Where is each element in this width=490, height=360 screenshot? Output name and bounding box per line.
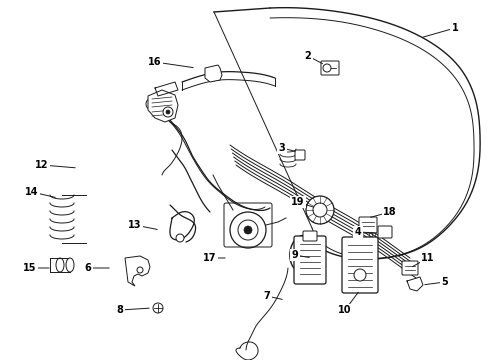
Text: 15: 15 <box>23 263 37 273</box>
Circle shape <box>323 64 331 72</box>
Circle shape <box>306 196 334 224</box>
FancyBboxPatch shape <box>303 231 317 241</box>
Ellipse shape <box>56 258 64 272</box>
Text: 13: 13 <box>128 220 142 230</box>
Circle shape <box>230 212 266 248</box>
Text: 4: 4 <box>355 227 362 237</box>
Text: 3: 3 <box>279 143 285 153</box>
Text: 9: 9 <box>292 250 298 260</box>
Text: 17: 17 <box>203 253 217 263</box>
Circle shape <box>137 267 143 273</box>
Text: 11: 11 <box>421 253 435 263</box>
Text: 2: 2 <box>305 51 311 61</box>
Text: 10: 10 <box>338 305 352 315</box>
Polygon shape <box>125 256 150 286</box>
Circle shape <box>166 110 170 114</box>
Circle shape <box>238 220 258 240</box>
FancyBboxPatch shape <box>359 217 377 233</box>
Circle shape <box>354 269 366 281</box>
Text: 8: 8 <box>117 305 123 315</box>
Circle shape <box>244 226 252 234</box>
Circle shape <box>153 303 163 313</box>
Text: 14: 14 <box>25 187 39 197</box>
Ellipse shape <box>66 258 74 272</box>
FancyBboxPatch shape <box>342 237 378 293</box>
Text: 19: 19 <box>291 197 305 207</box>
FancyBboxPatch shape <box>295 150 305 160</box>
FancyBboxPatch shape <box>321 61 339 75</box>
Circle shape <box>146 98 158 110</box>
Text: 5: 5 <box>441 277 448 287</box>
Text: 16: 16 <box>148 57 162 67</box>
Polygon shape <box>205 65 222 82</box>
Text: 6: 6 <box>85 263 91 273</box>
Circle shape <box>176 234 184 242</box>
FancyBboxPatch shape <box>378 226 392 238</box>
FancyBboxPatch shape <box>402 261 418 275</box>
Polygon shape <box>148 90 178 122</box>
Text: 1: 1 <box>452 23 458 33</box>
Circle shape <box>313 203 327 217</box>
Text: 18: 18 <box>383 207 397 217</box>
Text: 12: 12 <box>35 160 49 170</box>
Text: 7: 7 <box>264 291 270 301</box>
Circle shape <box>163 107 173 117</box>
FancyBboxPatch shape <box>294 236 326 284</box>
